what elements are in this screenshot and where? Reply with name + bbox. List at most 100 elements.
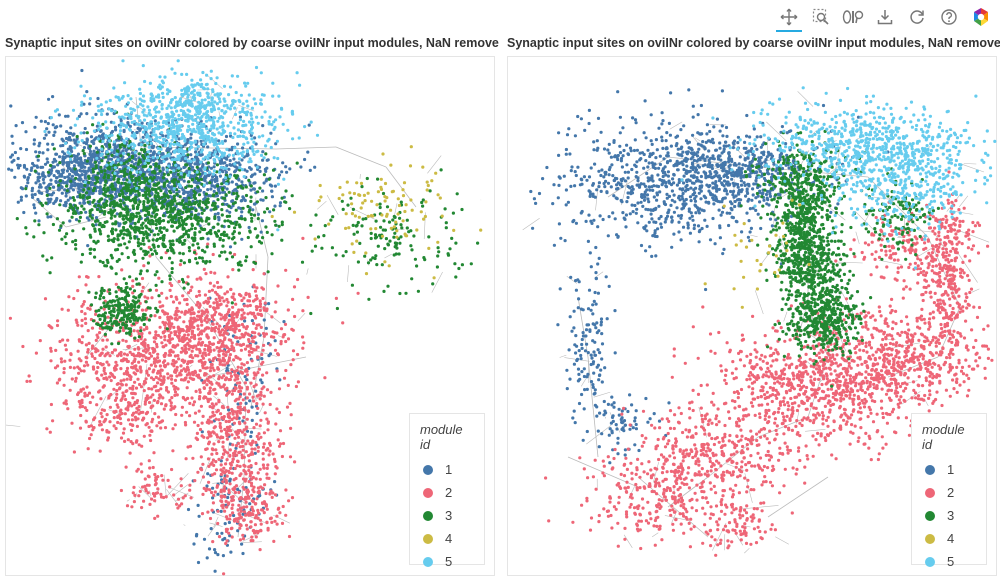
synapse-point <box>154 389 158 393</box>
synapse-point <box>38 141 42 145</box>
synapse-point <box>158 216 162 221</box>
synapse-point <box>128 350 132 354</box>
synapse-point <box>233 241 237 245</box>
synapse-point <box>181 242 185 246</box>
synapse-point <box>148 222 153 226</box>
pan-tool-button[interactable] <box>776 5 802 32</box>
synapse-point <box>153 472 157 477</box>
synapse-point <box>200 248 205 252</box>
bokeh-logo-link[interactable] <box>968 5 994 29</box>
reset-tool-button[interactable] <box>904 5 930 29</box>
synapse-point <box>259 393 263 397</box>
synapse-point <box>240 386 244 390</box>
synapse-point <box>156 171 161 176</box>
synapse-point <box>129 440 133 444</box>
synapse-point <box>223 250 227 254</box>
synapse-point <box>144 489 148 493</box>
synapse-point <box>150 252 154 256</box>
synapse-point <box>256 529 260 534</box>
synapse-point <box>215 234 220 238</box>
synapse-point <box>134 418 138 422</box>
synapse-point <box>64 136 69 141</box>
synapse-point <box>222 374 226 378</box>
synapse-point <box>195 437 200 442</box>
synapse-point <box>138 489 142 493</box>
synapse-point <box>232 358 236 362</box>
synapse-point <box>116 180 120 184</box>
synapse-point <box>278 204 282 208</box>
synapse-point <box>41 173 45 177</box>
synapse-point <box>170 187 174 191</box>
synapse-point <box>285 170 289 174</box>
synapse-point <box>245 527 249 531</box>
synapse-point <box>66 198 70 202</box>
synapse-point <box>115 403 119 407</box>
synapse-point <box>152 357 157 361</box>
synapse-point <box>219 468 223 472</box>
synapse-point <box>84 355 88 359</box>
synapse-point <box>235 313 240 317</box>
synapse-point <box>155 342 159 346</box>
synapse-point <box>235 167 239 171</box>
wheel-zoom-tool-button[interactable] <box>840 5 866 29</box>
synapse-point <box>130 391 134 395</box>
synapse-point <box>221 480 225 484</box>
synapse-point <box>244 477 248 481</box>
synapse-point <box>212 426 216 430</box>
synapse-point <box>50 256 54 260</box>
synapse-point <box>136 241 140 245</box>
synapse-point <box>140 276 145 281</box>
synapse-point <box>257 367 261 371</box>
synapse-point <box>51 160 55 164</box>
synapse-point <box>187 371 191 375</box>
synapse-point <box>207 340 212 344</box>
synapse-point <box>121 391 125 395</box>
synapse-point <box>254 477 258 481</box>
synapse-point <box>138 272 142 276</box>
synapse-point <box>249 381 253 385</box>
synapse-point <box>78 405 82 409</box>
synapse-point <box>170 166 174 170</box>
synapse-point <box>47 130 51 134</box>
synapse-point <box>176 387 180 391</box>
synapse-point <box>125 246 129 250</box>
synapse-point <box>146 373 151 377</box>
synapse-point <box>290 194 294 198</box>
synapse-point <box>82 102 86 106</box>
synapse-point <box>87 424 91 429</box>
synapse-point <box>105 413 109 417</box>
synapse-point <box>262 431 266 435</box>
synapse-point <box>248 166 252 170</box>
synapse-point <box>61 338 65 342</box>
save-tool-button[interactable] <box>872 5 898 29</box>
synapse-point <box>163 426 168 430</box>
synapse-point <box>190 207 194 211</box>
synapse-point <box>166 173 170 177</box>
synapse-point <box>192 400 197 404</box>
synapse-point <box>90 158 94 162</box>
synapse-point <box>164 495 168 499</box>
synapse-point <box>240 542 244 546</box>
synapse-point <box>131 387 135 391</box>
synapse-point <box>275 522 279 526</box>
synapse-point <box>202 351 206 355</box>
synapse-point <box>245 169 249 173</box>
synapse-point <box>261 445 266 449</box>
synapse-point <box>235 464 239 468</box>
synapse-point <box>49 359 53 363</box>
box-zoom-tool-button[interactable] <box>808 5 834 29</box>
synapse-point <box>229 463 233 467</box>
synapse-point <box>214 417 218 421</box>
synapse-point <box>140 358 144 362</box>
synapse-point <box>217 349 221 353</box>
synapse-point <box>240 371 244 375</box>
left-plot-area[interactable]: module id 1 2 3 4 5 <box>5 56 495 576</box>
synapse-point <box>102 420 106 424</box>
synapse-point <box>215 410 219 414</box>
synapse-point <box>212 413 216 417</box>
help-tool-button[interactable] <box>936 5 962 29</box>
synapse-point <box>88 400 92 405</box>
synapse-point <box>195 277 199 281</box>
synapse-point <box>170 406 174 410</box>
synapse-point <box>219 385 223 389</box>
